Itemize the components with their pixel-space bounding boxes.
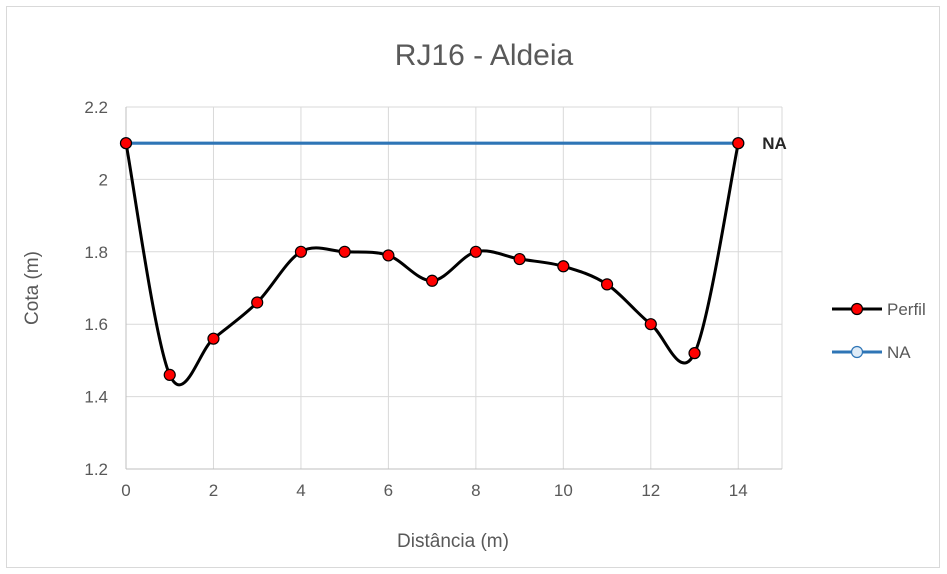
data-point-perfil xyxy=(294,245,308,258)
y-tick-label: 2.2 xyxy=(84,98,108,117)
y-tick-label: 2 xyxy=(99,170,108,189)
data-point-perfil xyxy=(557,260,570,273)
annotation-label: NA xyxy=(762,134,787,153)
x-axis-title: Distância (m) xyxy=(397,531,509,552)
chart-frame xyxy=(6,6,940,568)
legend-marker-na xyxy=(850,345,864,359)
data-point-perfil xyxy=(426,274,439,287)
data-point-perfil xyxy=(207,332,220,345)
legend-label-perfil: Perfil xyxy=(887,300,926,319)
data-point-perfil xyxy=(644,318,657,331)
y-tick-label: 1.2 xyxy=(84,460,108,479)
legend-item-perfil: Perfil xyxy=(832,300,926,319)
data-point-perfil xyxy=(600,278,614,291)
data-point-perfil xyxy=(688,347,701,360)
y-tick-label: 1.4 xyxy=(84,388,108,407)
x-tick-label: 10 xyxy=(554,481,573,500)
data-point-perfil xyxy=(163,368,176,381)
y-tick-label: 1.6 xyxy=(84,315,108,334)
x-tick-label: 4 xyxy=(296,481,305,500)
y-tick-label: 1.8 xyxy=(84,243,108,262)
data-point-perfil xyxy=(338,245,351,258)
data-point-perfil xyxy=(513,252,526,266)
y-axis-title: Cota (m) xyxy=(22,251,43,325)
x-tick-label: 14 xyxy=(729,481,748,500)
x-tick-label: 8 xyxy=(471,481,480,500)
x-tick-label: 12 xyxy=(641,481,660,500)
series xyxy=(119,137,745,387)
data-point-perfil xyxy=(382,249,395,262)
legend-marker-perfil xyxy=(850,302,864,316)
x-tick-label: 6 xyxy=(384,481,393,500)
chart-title: RJ16 - Aldeia xyxy=(395,39,574,72)
legend-label-na: NA xyxy=(887,343,911,362)
data-point-perfil xyxy=(732,137,745,150)
grid xyxy=(125,106,783,470)
annotations: NA xyxy=(762,134,787,153)
legend: Perfil NA xyxy=(832,300,926,362)
x-tick-label: 2 xyxy=(209,481,218,500)
data-point-perfil xyxy=(119,137,133,150)
legend-item-na: NA xyxy=(832,343,911,362)
data-point-perfil xyxy=(469,245,482,258)
data-point-perfil xyxy=(251,296,264,309)
tick-labels: 1.2 1.4 1.6 1.8 2 2.2 0 2 4 6 8 10 12 14 xyxy=(84,98,747,500)
x-tick-label: 0 xyxy=(121,481,130,500)
